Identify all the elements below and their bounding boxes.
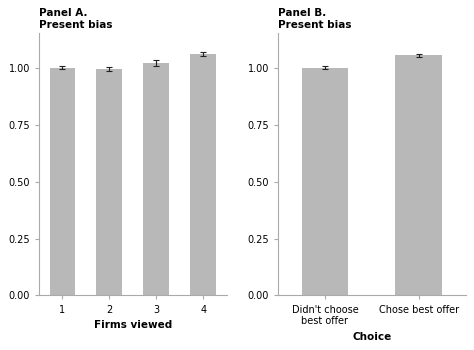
Bar <box>190 54 216 295</box>
Bar <box>96 69 122 295</box>
Bar <box>395 55 442 295</box>
Bar <box>301 68 348 295</box>
Bar <box>143 63 169 295</box>
X-axis label: Firms viewed: Firms viewed <box>94 320 172 330</box>
Text: Panel B.
Present bias: Panel B. Present bias <box>278 8 352 30</box>
X-axis label: Choice: Choice <box>352 332 392 342</box>
Text: Panel A.
Present bias: Panel A. Present bias <box>39 8 112 30</box>
Bar <box>50 68 75 295</box>
